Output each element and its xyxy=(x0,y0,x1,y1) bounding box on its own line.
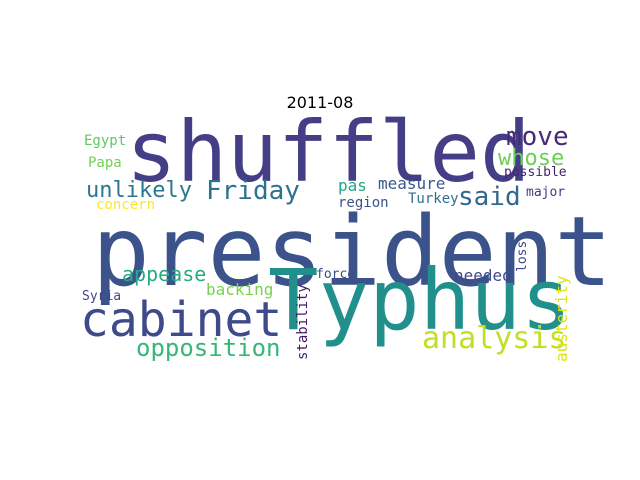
word-shuffled: shuffled xyxy=(126,103,531,201)
word-needed: needed xyxy=(454,266,512,285)
word-pas: pas xyxy=(338,176,367,195)
word-friday: Friday xyxy=(206,176,300,206)
word-cloud: president shuffled Typhus cabinet analys… xyxy=(80,110,612,364)
word-force: force xyxy=(316,267,356,282)
word-turkey: Turkey xyxy=(408,191,459,207)
word-region: region xyxy=(338,195,389,211)
word-papa: Papa xyxy=(88,155,122,171)
word-measure: measure xyxy=(378,174,446,193)
word-said: said xyxy=(458,182,521,212)
figure-title: 2011-08 xyxy=(286,93,354,112)
word-move: move xyxy=(506,122,569,152)
word-austerity: austerity xyxy=(552,275,571,362)
word-analysis: analysis xyxy=(422,321,567,356)
word-egypt: Egypt xyxy=(84,133,127,149)
word-cabinet: cabinet xyxy=(80,292,283,348)
word-backing: backing xyxy=(206,280,274,299)
word-president: president xyxy=(92,196,613,308)
word-whose: whose xyxy=(498,146,565,171)
word-loss: loss xyxy=(515,240,530,272)
word-unlikely: unlikely xyxy=(86,178,192,203)
word-appease: appease xyxy=(122,262,207,286)
word-syria: Syria xyxy=(82,289,122,304)
word-stability: stability xyxy=(295,284,311,360)
word-typhus: Typhus xyxy=(268,251,572,349)
word-possible: possible xyxy=(504,165,567,180)
word-major: major xyxy=(526,185,566,200)
word-opposition: opposition xyxy=(136,334,281,362)
word-concern: concern xyxy=(96,197,156,213)
